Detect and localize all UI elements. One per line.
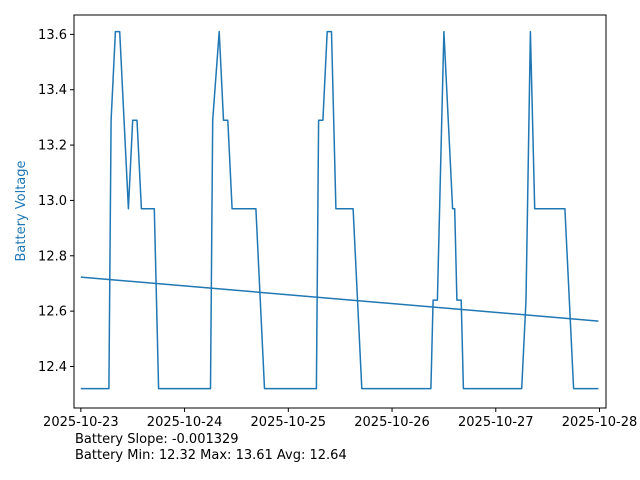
series-voltage-line xyxy=(80,30,599,390)
y-tick-label: 12.4 xyxy=(38,360,67,375)
y-tick-label: 13.4 xyxy=(38,83,67,98)
plot-lines xyxy=(80,30,599,390)
x-tick-label: 2025-10-24 xyxy=(147,415,223,430)
y-tick-label: 12.8 xyxy=(38,249,67,264)
y-axis: 12.4 12.6 12.8 13.0 13.2 13.4 13.6 xyxy=(38,28,74,375)
x-tick-label: 2025-10-25 xyxy=(251,415,327,430)
battery-summary-text: Battery Min: 12.32 Max: 13.61 Avg: 12.64 xyxy=(75,448,347,463)
x-tick-label: 2025-10-28 xyxy=(562,415,638,430)
x-tick-label: 2025-10-26 xyxy=(354,415,430,430)
y-axis-label: Battery Voltage xyxy=(14,160,29,261)
y-tick-label: 12.6 xyxy=(38,305,67,320)
series-trend-line xyxy=(80,276,599,322)
y-tick-label: 13.2 xyxy=(38,139,67,154)
x-axis: 2025-10-23 2025-10-24 2025-10-25 2025-10-26… xyxy=(43,408,637,430)
battery-slope-text: Battery Slope: -0.001329 xyxy=(75,432,239,447)
stats-panel: Battery Slope: -0.001329 Battery Min: 12.… xyxy=(75,432,347,464)
x-tick-label: 2025-10-23 xyxy=(43,415,119,430)
y-tick-label: 13.6 xyxy=(38,28,67,43)
y-tick-label: 13.0 xyxy=(38,194,67,209)
x-tick-label: 2025-10-27 xyxy=(458,415,534,430)
plot-frame xyxy=(73,14,607,409)
